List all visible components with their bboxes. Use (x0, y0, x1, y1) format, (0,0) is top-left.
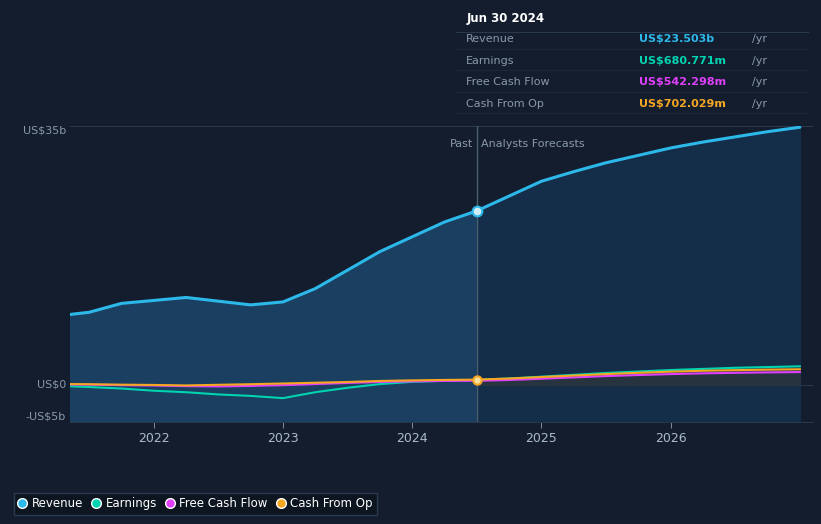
Text: Past: Past (450, 139, 473, 149)
Text: /yr: /yr (752, 34, 767, 45)
Text: Analysts Forecasts: Analysts Forecasts (480, 139, 585, 149)
Text: Cash From Op: Cash From Op (466, 99, 544, 109)
Text: /yr: /yr (752, 56, 767, 66)
Text: US$0: US$0 (37, 380, 66, 390)
Text: Free Cash Flow: Free Cash Flow (466, 77, 550, 88)
Text: US$542.298m: US$542.298m (640, 77, 727, 88)
Text: -US$5b: -US$5b (25, 412, 66, 422)
Text: US$23.503b: US$23.503b (640, 34, 714, 45)
Text: US$702.029m: US$702.029m (640, 99, 726, 109)
Text: /yr: /yr (752, 77, 767, 88)
Text: US$680.771m: US$680.771m (640, 56, 727, 66)
Text: Jun 30 2024: Jun 30 2024 (466, 13, 544, 26)
Text: Earnings: Earnings (466, 56, 515, 66)
Text: Revenue: Revenue (466, 34, 515, 45)
Text: US$35b: US$35b (23, 126, 66, 136)
Text: /yr: /yr (752, 99, 767, 109)
Legend: Revenue, Earnings, Free Cash Flow, Cash From Op: Revenue, Earnings, Free Cash Flow, Cash … (14, 493, 378, 515)
